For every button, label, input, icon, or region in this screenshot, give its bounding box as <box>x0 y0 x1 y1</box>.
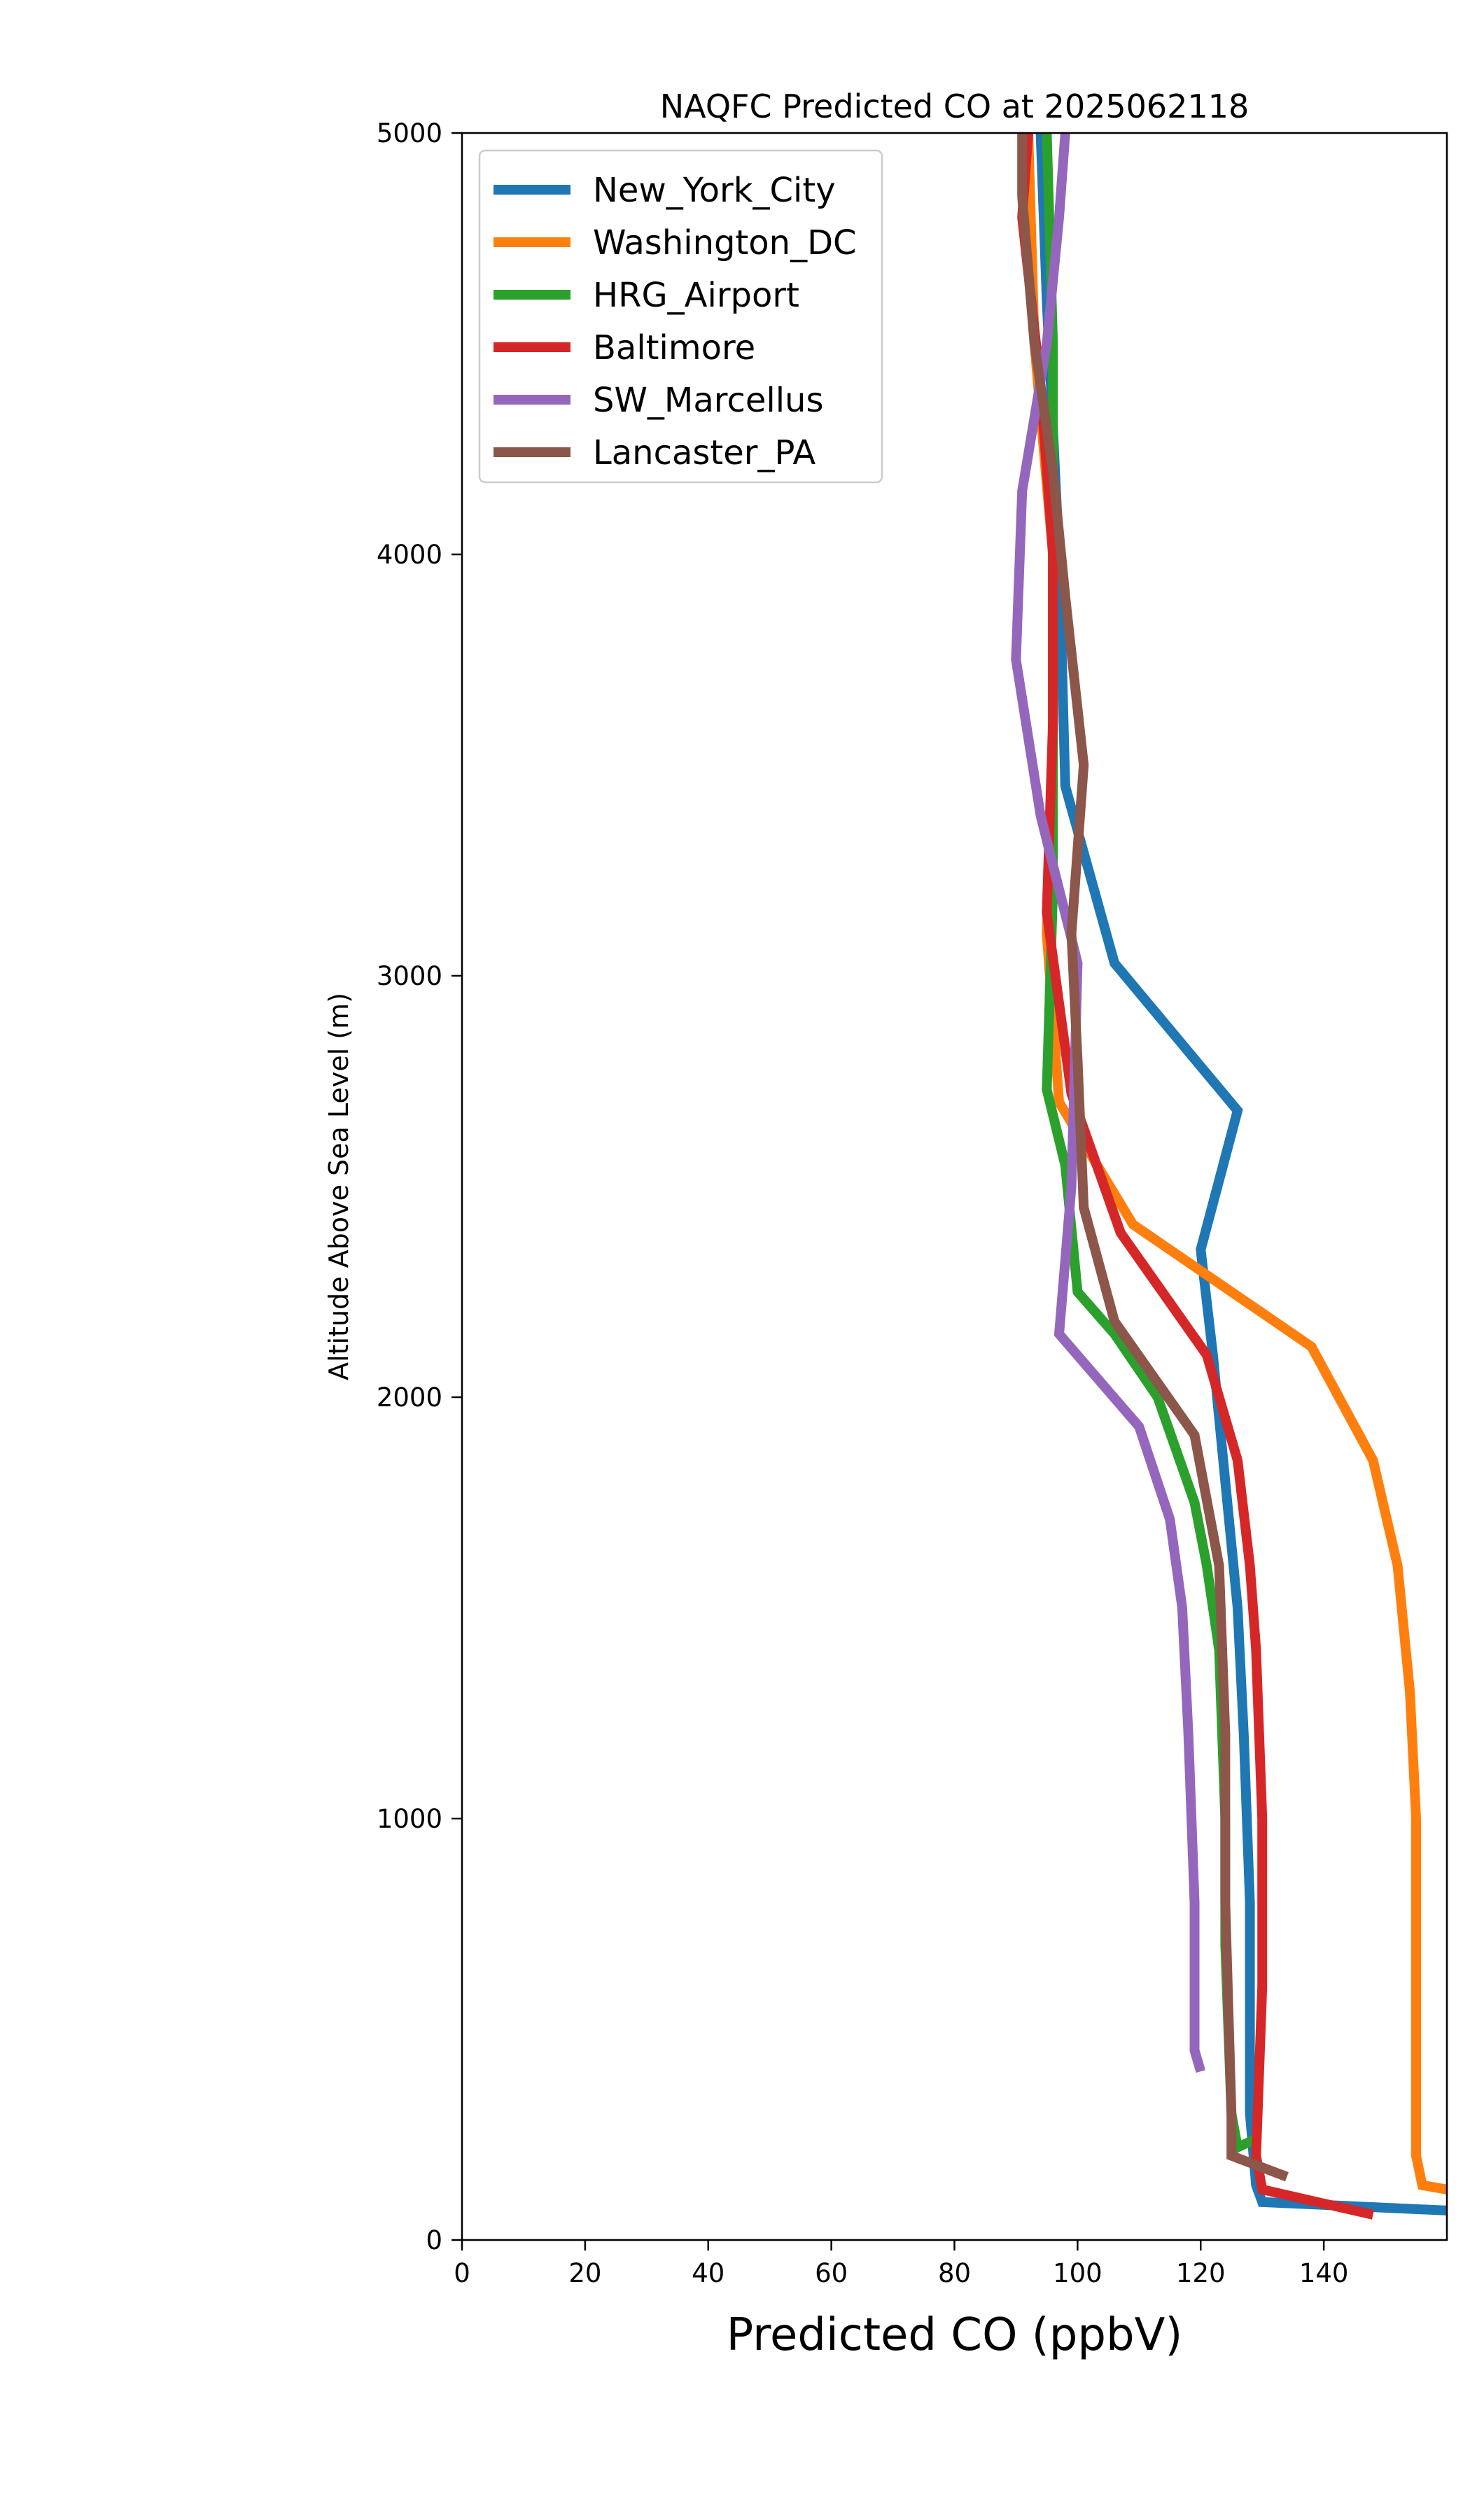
x-tick-label: 20 <box>568 2258 601 2288</box>
axes-layer: 0 20 40 60 80 100 120 140 0 1000 2000 3000 4000 5000 <box>377 118 1349 2288</box>
legend-entry-label: Lancaster_PA <box>593 433 816 472</box>
y-tick-label: 5000 <box>377 118 442 148</box>
x-tick-label: 0 <box>454 2258 470 2288</box>
x-axis-label: Predicted CO (ppbV) <box>727 2309 1183 2361</box>
legend: New_York_City Washington_DC HRG_Airport Bal… <box>478 149 883 484</box>
x-tick-label: 60 <box>815 2258 848 2288</box>
x-tick-label: 40 <box>692 2258 724 2288</box>
legend-entry-label: Washington_DC <box>593 223 857 262</box>
y-tick-label: 3000 <box>377 961 442 991</box>
y-tick-label: 4000 <box>377 540 442 570</box>
series-line-lancaster-pa <box>1017 133 1289 2182</box>
legend-entry-label: SW_Marcellus <box>593 381 823 420</box>
y-tick-label: 0 <box>426 2225 442 2255</box>
series-line-baltimore <box>1017 132 1375 2220</box>
x-tick-label: 100 <box>1053 2258 1102 2288</box>
legend-entry-label: HRG_Airport <box>593 276 799 315</box>
y-tick-label: 1000 <box>377 1804 442 1834</box>
x-tick-label: 140 <box>1299 2258 1349 2288</box>
legend-frame <box>478 149 883 484</box>
chart-title: NAQFC Predicted CO at 2025062118 <box>660 88 1250 125</box>
legend-entry-label: Baltimore <box>593 328 755 368</box>
legend-entry-label: New_York_City <box>593 171 836 210</box>
x-tick-label: 120 <box>1176 2258 1226 2288</box>
y-tick-label: 2000 <box>377 1382 442 1413</box>
y-axis-label: Altitude Above Sea Level (m) <box>323 993 354 1380</box>
series-line-sw-marcellus <box>1011 132 1206 2073</box>
x-tick-label: 80 <box>938 2258 971 2288</box>
series-layer <box>1011 132 1448 2220</box>
